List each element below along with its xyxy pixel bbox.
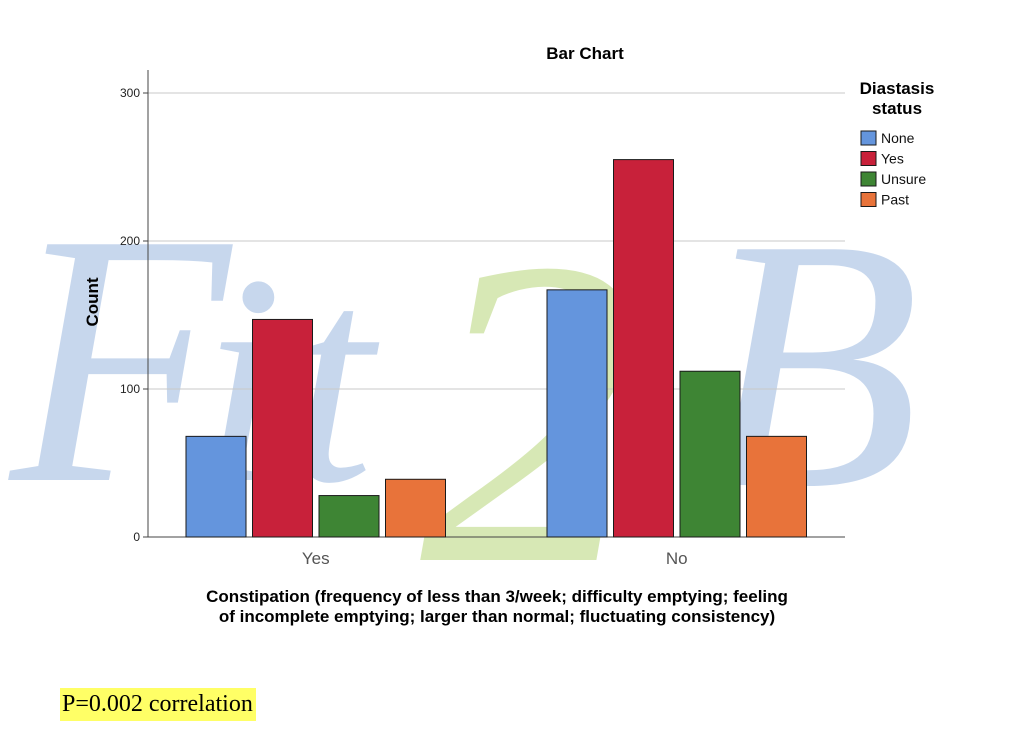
legend-swatch [860, 171, 877, 187]
y-axis-label: Count [83, 277, 102, 326]
bar-no-unsure [679, 370, 741, 538]
p-value-note: P=0.002 correlation [60, 688, 256, 721]
y-tick-label: 200 [120, 234, 140, 248]
y-tick-label: 300 [120, 86, 140, 100]
bar-chart: F i t 2 B Bar Chart 0 100 200 300 Count Yes… [4, 44, 935, 656]
y-axis-ticks: 0 100 200 300 [120, 86, 148, 544]
legend-label: Past [881, 192, 909, 208]
bar-no-past [746, 435, 807, 538]
bar-no-yes [613, 159, 674, 538]
legend-title-line-2: status [872, 99, 922, 118]
legend-label: None [881, 130, 915, 146]
legend-title-line-1: Diastasis [860, 79, 935, 98]
x-axis-label-line-1: Constipation (frequency of less than 3/w… [206, 587, 788, 606]
x-tick-label: No [666, 549, 688, 568]
legend-label: Yes [881, 151, 904, 167]
legend-swatch [860, 130, 877, 146]
bar-yes-unsure [318, 495, 380, 538]
legend-label: Unsure [881, 171, 926, 187]
legend-swatch [860, 151, 877, 166]
bar-no-none [546, 289, 608, 538]
legend: Diastasis status None Yes Unsure Past [860, 79, 935, 208]
bar-series [185, 159, 807, 538]
x-tick-label: Yes [302, 549, 330, 568]
bar-yes-yes [252, 318, 313, 538]
y-tick-label: 0 [133, 530, 140, 544]
bar-yes-past [385, 478, 446, 538]
x-axis-ticks: Yes No [302, 549, 688, 568]
y-tick-label: 100 [120, 382, 140, 396]
x-axis-label-line-2: of incomplete emptying; larger than norm… [219, 607, 775, 626]
watermark-logo: F i t 2 B [4, 159, 920, 656]
legend-swatch [860, 192, 877, 207]
bar-yes-none [185, 435, 247, 538]
chart-title: Bar Chart [546, 44, 624, 63]
